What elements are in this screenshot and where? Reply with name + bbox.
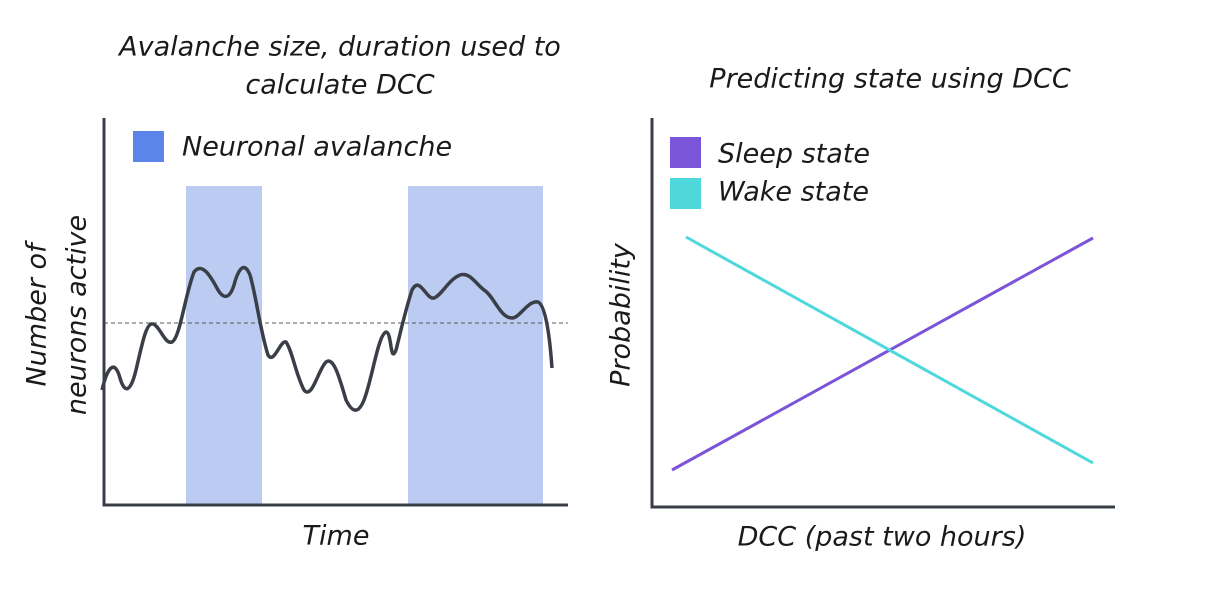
sleep-line xyxy=(671,236,1094,472)
legend-label: Sleep state xyxy=(718,139,870,170)
legend-swatch xyxy=(670,137,701,168)
right-title: Predicting state using DCC xyxy=(709,64,1071,95)
right-axes xyxy=(650,118,1115,509)
legend-swatch xyxy=(670,178,701,209)
x-axis-label: Time xyxy=(303,521,370,552)
left-axes xyxy=(102,118,568,507)
x-axis-label: DCC (past two hours) xyxy=(738,522,1027,553)
left-title: calculate DCC xyxy=(245,70,434,101)
legend-label: Neuronal avalanche xyxy=(182,132,452,163)
y-axis-label: Probability xyxy=(606,242,637,387)
left-title: Avalanche size, duration used to xyxy=(117,32,561,63)
legend-swatch xyxy=(133,131,164,162)
avalanche-band xyxy=(186,186,262,504)
y-axis-label: Number of xyxy=(22,240,53,387)
legend-label: Wake state xyxy=(718,177,869,208)
y-axis-label: neurons active xyxy=(62,215,93,415)
avalanche-band xyxy=(408,186,543,504)
activity-trace xyxy=(100,265,554,412)
wake-line xyxy=(685,235,1094,465)
